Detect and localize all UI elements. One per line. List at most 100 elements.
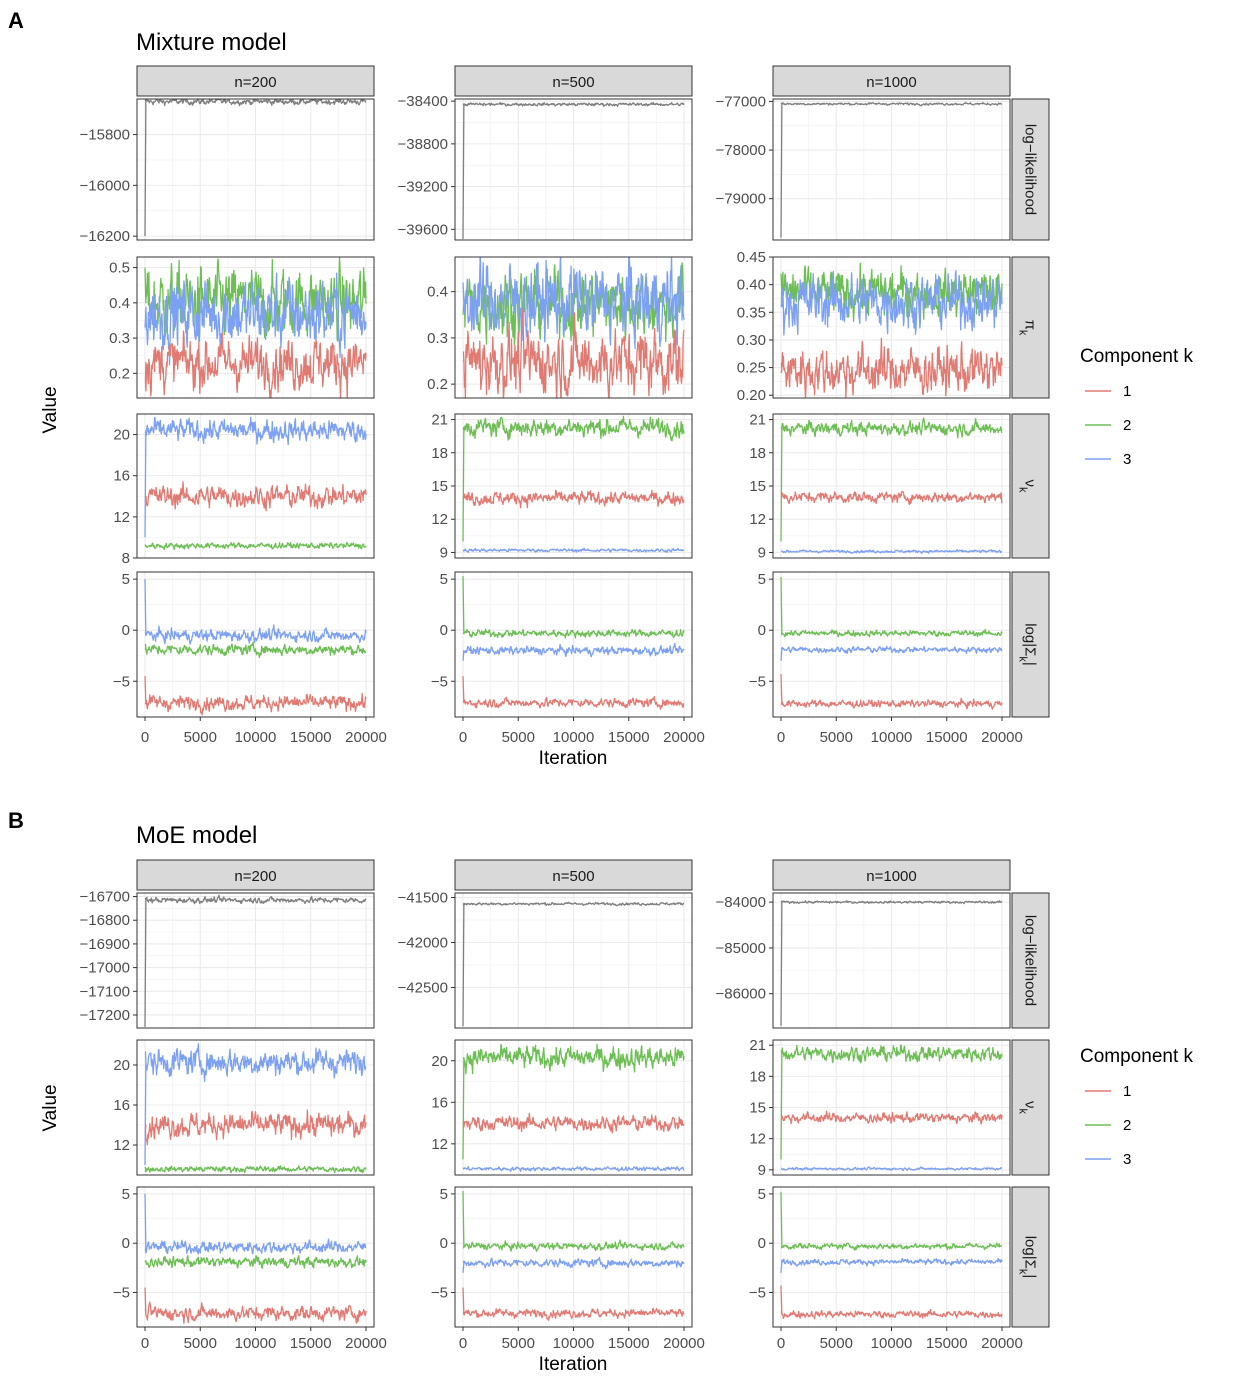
panel-label: B [8,808,24,833]
y-tick-label: 9 [440,544,448,561]
y-tick-label: 0.40 [737,277,766,294]
legend-label: 2 [1123,417,1131,434]
row-strip-label: νk [1017,480,1039,494]
x-tick-label: 10000 [235,729,277,746]
y-tick-label: 5 [440,1186,448,1203]
column-strip [136,859,375,891]
facet-pi-0: 0.2 0.3 0.4 0.5 [109,256,375,399]
y-tick-label: 8 [122,550,130,567]
facet-loglik-0: −17200 −17100 −17000 −16900 −16800 −16700 [80,889,375,1029]
trace-series-2 [462,576,685,639]
trace-series-1 [462,1112,685,1134]
row-strip [1011,256,1050,399]
facet-logsig-2: −5 0 5 0 5000 10000 15000 20000 log|Σk| [749,571,1050,746]
trace-series-1 [144,1287,367,1324]
y-tick-label: 0 [122,1235,130,1252]
row-strip [1011,571,1050,718]
column-strip-label: n=500 [552,74,594,91]
x-tick-label: 10000 [553,1335,595,1352]
y-tick-label: −5 [431,673,448,690]
y-tick-label: −5 [749,1284,766,1301]
row-strip-label: log−likelihood [1022,915,1039,1006]
trace-series-2 [144,641,367,659]
y-tick-label: −38800 [398,136,448,153]
y-tick-label: −38400 [398,93,448,110]
trace-series-1 [144,676,367,716]
legend: Component k 1 2 3 [1080,1046,1194,1168]
column-strip [772,65,1011,97]
row-strip-label: log|Σk| [1017,1236,1039,1279]
x-tick-label: 0 [459,729,467,746]
trace-series-2 [780,417,1003,542]
facet-loglik-2: −86000 −85000 −84000 log−likelihood [716,892,1050,1029]
y-tick-label: 12 [113,1137,130,1154]
x-tick-label: 20000 [981,729,1023,746]
facet-border [772,256,1011,399]
y-axis-label: Value [40,386,61,433]
facet-border [454,256,693,399]
y-axis-label: Value [40,1084,61,1131]
trace-series-3 [144,272,367,366]
y-tick-label: 0.45 [737,249,766,266]
facet-border [136,98,375,241]
facet-nu-2: 9 12 15 18 21 νk [749,1037,1050,1179]
trace-series-3 [144,416,367,538]
trace-series-3 [462,1256,685,1273]
y-tick-label: 15 [749,1100,766,1117]
y-tick-label: 12 [431,511,448,528]
y-tick-label: −42500 [398,980,448,997]
facet-pi-2: 0.20 0.25 0.30 0.35 0.40 0.45 πk [737,249,1050,404]
x-tick-label: 5000 [184,1335,217,1352]
x-tick-label: 0 [777,729,785,746]
row-strip [1011,98,1050,241]
y-tick-label: 0 [440,1235,448,1252]
x-tick-label: 15000 [926,729,968,746]
legend: Component k 1 2 3 [1080,346,1194,468]
y-tick-label: −17200 [80,1007,130,1024]
y-tick-label: 0 [758,1235,766,1252]
y-tick-label: 16 [431,1094,448,1111]
y-tick-label: 18 [749,1068,766,1085]
y-tick-label: 0.5 [109,260,130,277]
trace-series-2 [780,1044,1003,1160]
legend-label: 1 [1123,383,1131,400]
y-tick-label: −85000 [716,940,766,957]
row-strip-label: log|Σk| [1017,623,1039,666]
x-tick-label: 5000 [184,729,217,746]
y-tick-label: −16000 [80,177,130,194]
trace-series-1 [780,1110,1003,1125]
legend-title: Component k [1080,1046,1194,1067]
trace-series-ll [144,894,367,1027]
trace-series-2 [462,1190,685,1252]
y-tick-label: −5 [113,1284,130,1301]
facet-border [454,892,693,1029]
y-tick-label: 0.30 [737,332,766,349]
trace-series-3 [144,1193,367,1255]
x-tick-label: 5000 [502,1335,535,1352]
facet-border [136,892,375,1029]
x-tick-label: 15000 [926,1335,968,1352]
column-strip-label: n=1000 [866,868,916,885]
trace-series-3 [462,1166,685,1172]
trace-series-3 [462,257,685,350]
x-tick-label: 15000 [608,729,650,746]
y-tick-label: −79000 [716,191,766,208]
x-tick-label: 10000 [871,729,913,746]
facet-border [772,892,1011,1029]
y-tick-label: 16 [113,1097,130,1114]
trace-series-2 [462,415,685,542]
row-strip [1011,413,1050,559]
y-tick-label: 12 [749,1131,766,1148]
x-tick-label: 5000 [820,1335,853,1352]
facet-nu-1: 12 16 20 [431,1039,693,1176]
trace-series-2 [144,1255,367,1269]
trace-series-3 [780,645,1003,661]
column-strip-label: n=500 [552,868,594,885]
y-tick-label: −84000 [716,894,766,911]
trace-series-2 [780,577,1003,638]
x-tick-label: 5000 [820,729,853,746]
facet-nu-0: 8 12 16 20 [113,413,375,567]
trace-series-3 [780,549,1003,554]
y-tick-label: 18 [431,445,448,462]
